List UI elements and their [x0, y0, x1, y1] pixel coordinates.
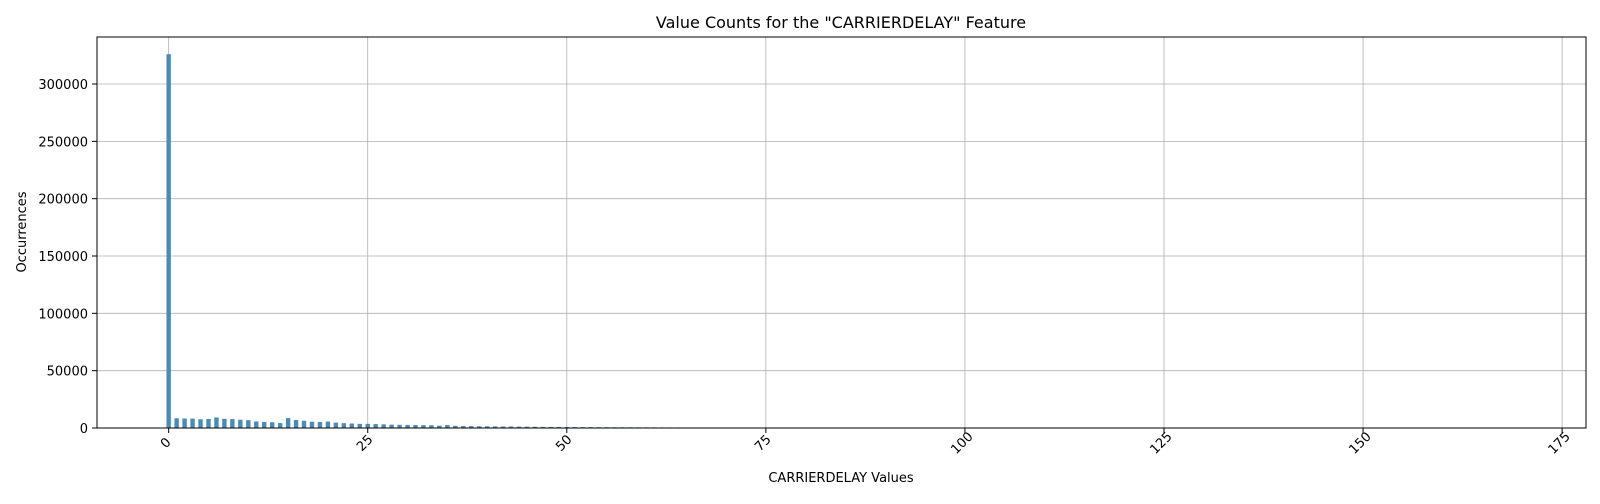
bar: [302, 421, 306, 428]
x-axis-ticks: 0 25 50 75 100 125 150 175: [158, 428, 1574, 458]
y-tick-label: 200000: [38, 193, 88, 208]
x-tick-label: 50: [553, 432, 575, 454]
bar: [262, 422, 266, 428]
bar: [350, 424, 354, 428]
x-tick-label: 25: [354, 432, 376, 454]
bar: [238, 420, 242, 428]
grid-lines: [97, 37, 1586, 428]
y-axis-ticks: 0 50000 100000 150000 200000 250000 300000: [38, 78, 97, 437]
bar: [230, 419, 234, 428]
x-tick-label: 175: [1546, 429, 1574, 457]
bar: [374, 424, 378, 428]
x-tick-label: 100: [948, 429, 976, 457]
chart-title: Value Counts for the "CARRIERDELAY" Feat…: [656, 13, 1026, 32]
bar: [206, 419, 210, 428]
x-axis-label: CARRIERDELAY Values: [768, 471, 914, 486]
bar: [190, 419, 194, 428]
bar: [278, 423, 282, 428]
bar: [342, 423, 346, 428]
y-tick-label: 50000: [47, 365, 88, 380]
x-tick-label: 125: [1147, 429, 1175, 457]
bar: [381, 424, 385, 428]
y-tick-label: 250000: [38, 135, 88, 150]
bar: [182, 418, 186, 428]
bar: [246, 420, 250, 428]
x-tick-label: 150: [1346, 429, 1374, 457]
bar: [310, 422, 314, 428]
y-tick-label: 100000: [38, 307, 88, 322]
bar: [318, 422, 322, 428]
x-tick-label: 75: [752, 432, 774, 454]
y-axis-label: Occurrences: [15, 191, 30, 272]
bar: [174, 418, 178, 428]
bar: [254, 421, 258, 428]
bar: [334, 423, 338, 428]
bar: [214, 417, 218, 428]
bar: [326, 422, 330, 428]
y-tick-label: 150000: [38, 250, 88, 265]
x-tick-label: 0: [158, 435, 174, 451]
bar: [358, 424, 362, 428]
y-tick-label: 0: [80, 422, 88, 437]
bar: [286, 418, 290, 428]
bar: [366, 424, 370, 428]
bar: [166, 54, 170, 428]
bar: [198, 419, 202, 428]
y-tick-label: 300000: [38, 78, 88, 93]
bar: [294, 420, 298, 428]
bars: [166, 54, 807, 428]
bar: [222, 419, 226, 428]
bar: [270, 422, 274, 428]
